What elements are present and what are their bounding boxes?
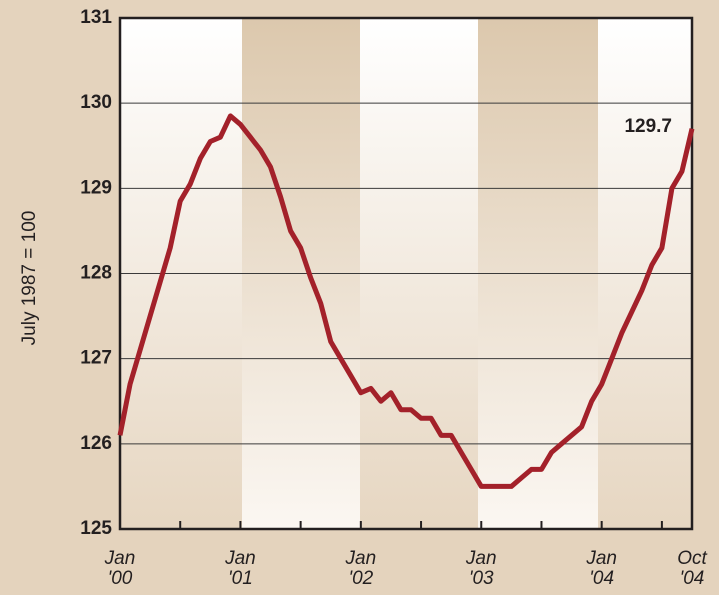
x-tick-label: Jan '02 [345,548,377,589]
annotation: 129.7 [624,116,672,137]
x-tick-label: Jan '03 [465,548,497,589]
y-tick-label: 130 [80,92,112,113]
x-tick-label: Oct '04 [677,548,707,589]
y-tick-label: 126 [80,433,112,454]
y-tick-label: 125 [80,518,112,539]
y-tick-label: 127 [80,348,112,369]
plot-frame [118,16,694,531]
y-axis-label: July 1987 = 100 [19,211,40,346]
x-tick-label: Jan '00 [104,548,136,589]
x-tick-label: Jan '01 [225,548,256,589]
data-line [117,113,695,489]
y-tick-label: 128 [80,263,112,284]
y-tick-label: 129 [80,177,112,198]
x-tick-label: Jan '04 [586,548,617,589]
y-tick-label: 131 [80,7,112,28]
